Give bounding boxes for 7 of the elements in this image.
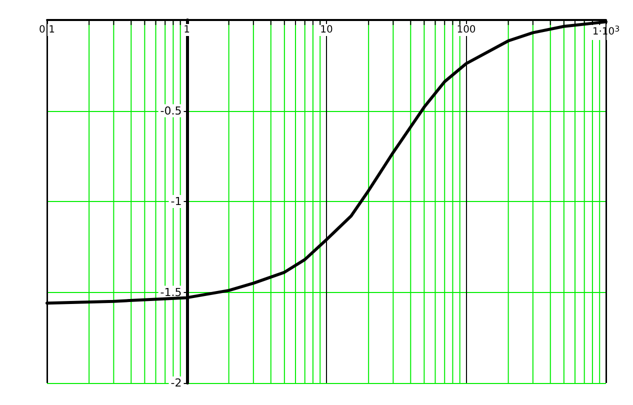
y-tick-label: -2 xyxy=(170,376,182,390)
x-tick-label: 1 xyxy=(184,24,190,36)
y-tick-label: -0.5 xyxy=(160,104,182,118)
y-tick-label: -1 xyxy=(170,195,182,208)
x-tick-label: 100 xyxy=(456,24,476,36)
x-tick-label: 10 xyxy=(320,24,333,36)
y-tick-label: -1.5 xyxy=(160,286,182,299)
